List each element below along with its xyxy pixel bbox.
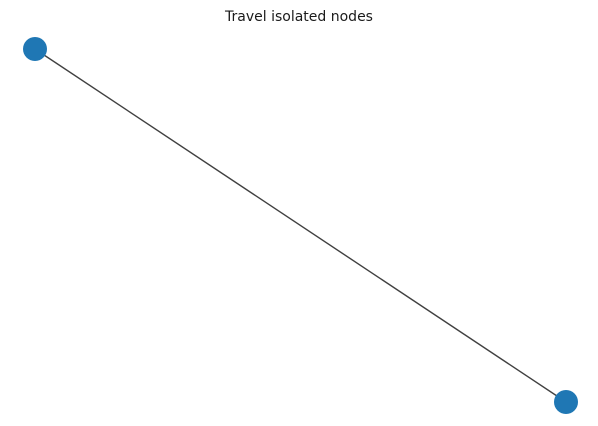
graph-edge: [34, 48, 567, 403]
nodes-layer: [23, 37, 578, 414]
edges-layer: [34, 48, 567, 403]
figure-title: Travel isolated nodes: [225, 9, 373, 25]
graph-node: [554, 390, 578, 414]
graph-node: [23, 37, 47, 61]
